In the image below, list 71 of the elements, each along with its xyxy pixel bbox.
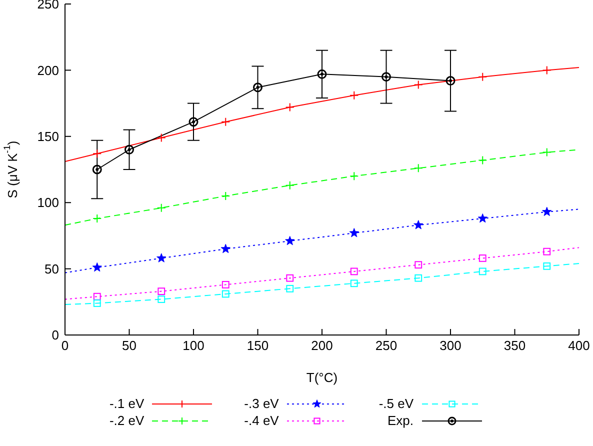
point <box>222 280 230 288</box>
y-tick-label: 100 <box>37 195 59 210</box>
point <box>158 288 166 296</box>
point <box>124 144 134 154</box>
point <box>543 262 551 270</box>
point <box>286 284 294 292</box>
legend-label: Exp. <box>388 413 414 428</box>
line-series <box>65 262 579 307</box>
point <box>350 268 358 276</box>
point <box>92 164 102 174</box>
point <box>156 133 166 142</box>
legend-label: -.4 eV <box>244 413 279 428</box>
point <box>414 261 422 269</box>
x-tick-label: 0 <box>61 338 69 354</box>
y-tick-label: 50 <box>44 261 59 276</box>
point <box>478 156 488 165</box>
point <box>222 290 230 298</box>
line-series <box>65 66 579 162</box>
point <box>220 244 230 254</box>
x-tick-label: 250 <box>375 338 398 354</box>
point <box>285 102 294 112</box>
point <box>543 248 551 256</box>
point <box>478 254 486 262</box>
y-tick-label: 0 <box>52 328 59 343</box>
x-tick-label: 400 <box>568 338 590 354</box>
point <box>478 72 488 82</box>
point <box>350 172 359 181</box>
x-tick-label: 200 <box>311 338 333 354</box>
point <box>92 262 102 272</box>
point <box>285 180 294 190</box>
point <box>414 164 423 173</box>
point <box>478 213 488 223</box>
point <box>478 268 486 276</box>
x-tick-label: 350 <box>504 338 526 354</box>
point <box>188 117 198 127</box>
point <box>542 148 552 157</box>
point <box>350 280 358 288</box>
point <box>350 90 359 100</box>
point <box>158 296 166 303</box>
x-tick-label: 150 <box>246 338 269 354</box>
point <box>221 117 230 126</box>
legend-label: -.3 eV <box>244 396 279 411</box>
point <box>221 191 230 200</box>
legend-label: -.1 eV <box>109 396 144 411</box>
point <box>286 274 294 282</box>
point <box>414 274 422 282</box>
point <box>542 66 552 75</box>
point <box>92 149 102 158</box>
legend-label: -.2 eV <box>109 413 144 428</box>
point <box>93 300 101 307</box>
point <box>253 82 262 92</box>
line-series <box>65 206 579 274</box>
point <box>542 206 552 216</box>
x-axis-title: T(°C) <box>306 370 338 385</box>
point <box>92 214 102 223</box>
point <box>285 236 295 246</box>
x-tick-label: 300 <box>440 338 462 354</box>
point <box>382 72 391 82</box>
point <box>446 76 456 86</box>
point <box>156 203 166 212</box>
y-tick-label: 200 <box>37 62 59 78</box>
point <box>414 220 424 230</box>
point <box>349 228 359 238</box>
x-tick-label: 50 <box>122 338 136 354</box>
y-tick-label: 150 <box>37 129 59 144</box>
point <box>156 253 166 262</box>
x-tick-label: 100 <box>182 338 204 354</box>
point <box>414 80 423 90</box>
legend-label: -.5 eV <box>378 396 414 411</box>
line-series <box>65 247 579 300</box>
point <box>317 69 327 79</box>
